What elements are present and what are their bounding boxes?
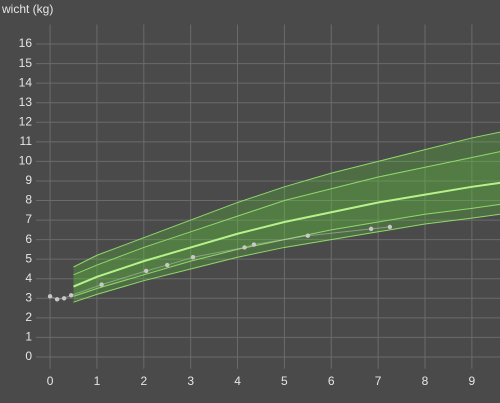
measurement-point xyxy=(68,293,74,298)
y-tick-label: 6 xyxy=(25,232,32,246)
x-tick-label: 7 xyxy=(375,374,382,388)
measurement-point xyxy=(242,245,247,250)
x-tick-label: 8 xyxy=(422,374,429,388)
y-tick-label: 8 xyxy=(25,193,32,207)
measurement-point xyxy=(54,297,60,302)
y-tick-label: 4 xyxy=(25,271,32,285)
y-tick-label: 1 xyxy=(25,330,32,344)
y-tick-label: 11 xyxy=(20,134,33,148)
measurement-point xyxy=(99,282,104,287)
y-tick-label: 16 xyxy=(19,36,33,50)
y-tick-label: 5 xyxy=(25,251,32,265)
x-tick-label: 2 xyxy=(140,374,147,388)
measurement-point xyxy=(387,224,393,230)
percentile-band xyxy=(73,151,500,287)
y-tick-label: 14 xyxy=(19,75,33,89)
measurement-point xyxy=(61,296,67,301)
y-tick-label: 15 xyxy=(19,56,33,70)
measurement-point xyxy=(47,294,53,299)
x-tick-label: 6 xyxy=(328,374,335,388)
x-tick-label: 3 xyxy=(187,374,194,388)
measurement-point xyxy=(143,268,149,274)
y-tick-label: 9 xyxy=(25,173,32,187)
y-axis-label: wicht (kg) xyxy=(1,2,53,16)
y-tick-label: 2 xyxy=(25,310,32,324)
y-tick-label: 7 xyxy=(25,212,32,226)
y-tick-label: 13 xyxy=(19,95,33,109)
x-tick-label: 9 xyxy=(469,374,476,388)
y-tick-label: 0 xyxy=(25,349,32,363)
measurement-point xyxy=(165,262,170,268)
x-tick-label: 4 xyxy=(234,374,241,388)
y-tick-label: 10 xyxy=(19,154,33,168)
percentile-band xyxy=(73,132,500,275)
percentile-line xyxy=(73,181,500,288)
measurement-point xyxy=(368,226,374,232)
percentile-band xyxy=(73,182,500,297)
x-tick-label: 0 xyxy=(47,374,54,388)
percentile-line xyxy=(73,151,500,276)
measurement-point xyxy=(251,242,257,247)
y-tick-label: 12 xyxy=(19,114,33,128)
percentile-line xyxy=(73,213,500,303)
percentile-line xyxy=(73,131,500,268)
measurement-point xyxy=(305,233,311,238)
x-tick-label: 1 xyxy=(94,374,101,388)
x-tick-label: 5 xyxy=(281,374,288,388)
measurement-point xyxy=(190,255,196,260)
y-tick-label: 3 xyxy=(25,290,32,304)
